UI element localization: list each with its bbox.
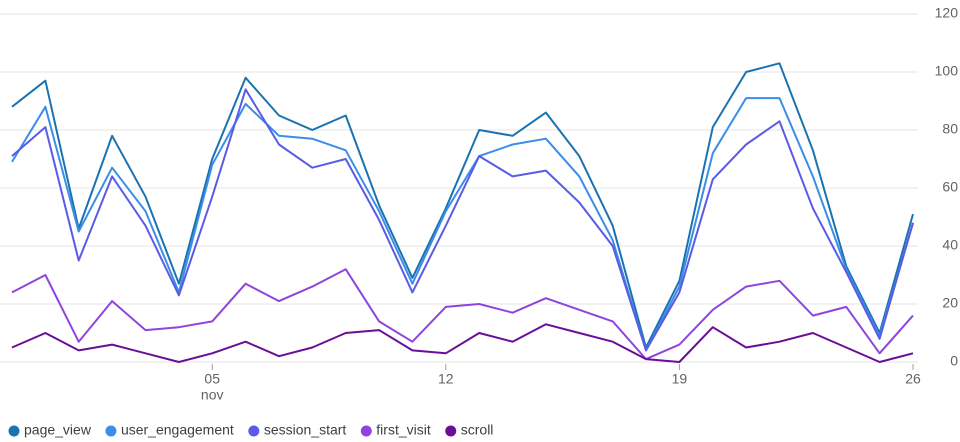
x-month-label: nov bbox=[201, 387, 224, 403]
legend-item[interactable]: user_engagement bbox=[105, 422, 234, 438]
x-tick-label: 05 bbox=[204, 371, 220, 387]
y-tick-label: 120 bbox=[935, 5, 959, 21]
legend-swatch bbox=[8, 425, 20, 437]
legend: page_view user_engagement session_start fir… bbox=[8, 422, 493, 438]
x-tick-label: 26 bbox=[905, 371, 921, 387]
y-tick-label: 100 bbox=[935, 63, 959, 79]
x-tick-label: 19 bbox=[672, 371, 688, 387]
legend-swatch bbox=[248, 425, 260, 437]
legend-item[interactable]: session_start bbox=[248, 422, 346, 438]
legend-label: scroll bbox=[461, 422, 494, 438]
legend-item[interactable]: first_visit bbox=[360, 422, 431, 438]
legend-item[interactable]: page_view bbox=[8, 422, 92, 438]
legend-swatch bbox=[445, 425, 457, 437]
lines bbox=[11, 62, 914, 363]
grid bbox=[0, 13, 918, 363]
y-tick-label: 60 bbox=[942, 179, 958, 195]
series-line bbox=[11, 97, 914, 352]
y-tick-label: 0 bbox=[950, 353, 958, 369]
y-tick-label: 20 bbox=[942, 295, 958, 311]
legend-swatch bbox=[105, 425, 117, 437]
y-tick-label: 40 bbox=[942, 237, 958, 253]
x-tick-label: 12 bbox=[438, 371, 454, 387]
series-line bbox=[11, 88, 914, 352]
series-line bbox=[11, 62, 914, 349]
legend-label: session_start bbox=[264, 422, 347, 438]
legend-label: user_engagement bbox=[121, 422, 234, 438]
legend-swatch bbox=[360, 425, 372, 437]
legend-item[interactable]: scroll bbox=[445, 422, 493, 438]
series-line bbox=[11, 323, 914, 363]
series-line bbox=[11, 268, 914, 361]
legend-label: page_view bbox=[24, 422, 92, 438]
legend-label: first_visit bbox=[376, 422, 431, 438]
y-tick-label: 80 bbox=[942, 121, 958, 137]
